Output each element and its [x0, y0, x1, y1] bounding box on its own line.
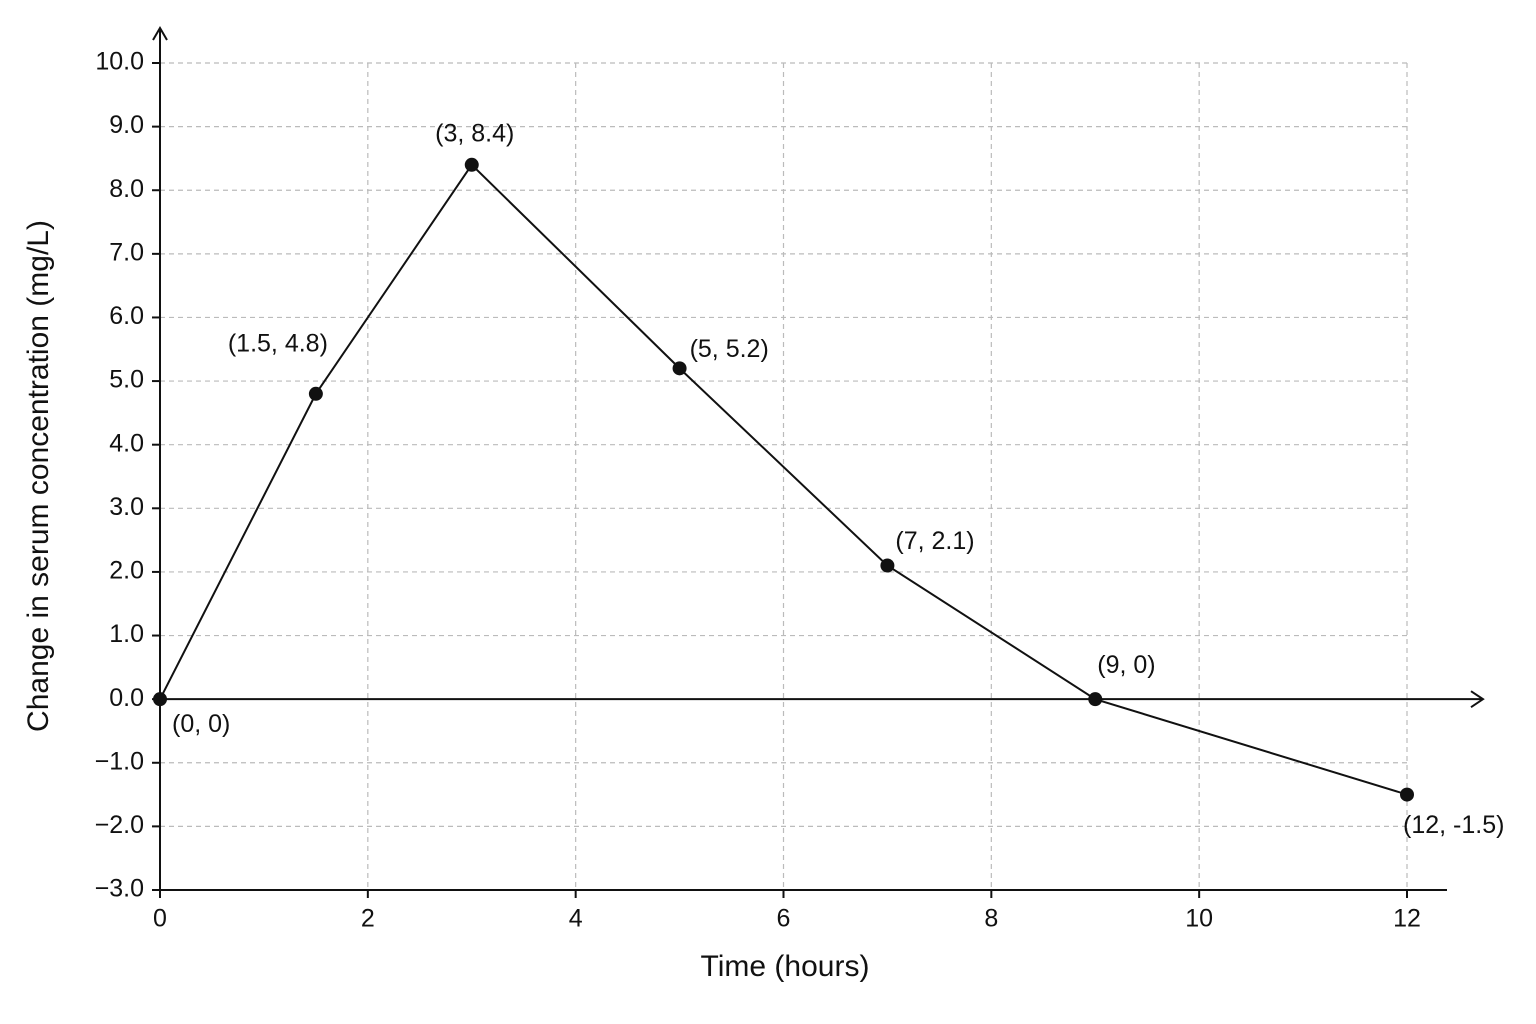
point — [153, 692, 167, 707]
point — [308, 386, 323, 401]
y-tick-label: 9.0 — [109, 111, 144, 139]
y-tick-label: 1.0 — [109, 620, 144, 648]
y-tick-label: 7.0 — [109, 238, 144, 266]
point — [1400, 787, 1414, 802]
point — [880, 558, 895, 573]
y-tick-label: −3.0 — [95, 875, 144, 903]
point — [464, 157, 479, 172]
y-tick-label: −1.0 — [95, 747, 144, 775]
y-axis — [152, 26, 168, 890]
point — [672, 361, 687, 376]
x-tick-label: 4 — [569, 905, 583, 933]
y-tick-label: 3.0 — [109, 493, 144, 521]
y-tick-label: 0.0 — [109, 684, 144, 712]
zero-axis — [160, 690, 1485, 708]
data-label: (3, 8.4) — [435, 119, 514, 147]
x-tick-label: 12 — [1393, 905, 1421, 933]
x-axis-title: Time (hours) — [701, 950, 870, 983]
y-tick-label: −2.0 — [95, 811, 144, 839]
y-tick-label: 8.0 — [109, 175, 144, 203]
x-tick-label: 6 — [777, 905, 791, 933]
point — [1088, 692, 1103, 707]
y-axis-title: Change in serum concentration (mg/L) — [22, 220, 55, 732]
y-tick-label: 10.0 — [95, 48, 144, 76]
data-label: (9, 0) — [1097, 651, 1155, 679]
data-label: (5, 5.2) — [690, 335, 769, 363]
data-label: (12, -1.5) — [1403, 811, 1504, 839]
y-tick-label: 6.0 — [109, 302, 144, 330]
data-label: (1.5, 4.8) — [228, 329, 328, 357]
y-tick-label: 4.0 — [109, 429, 144, 457]
x-tick-label: 0 — [153, 905, 167, 933]
x-tick-label: 10 — [1185, 905, 1213, 933]
x-tick-label: 2 — [361, 905, 375, 933]
y-tick-label: 5.0 — [109, 366, 144, 394]
data-label: (0, 0) — [172, 710, 230, 738]
y-tick-label: 2.0 — [109, 557, 144, 585]
data-label: (7, 2.1) — [895, 527, 974, 555]
x-tick-label: 8 — [984, 905, 998, 933]
